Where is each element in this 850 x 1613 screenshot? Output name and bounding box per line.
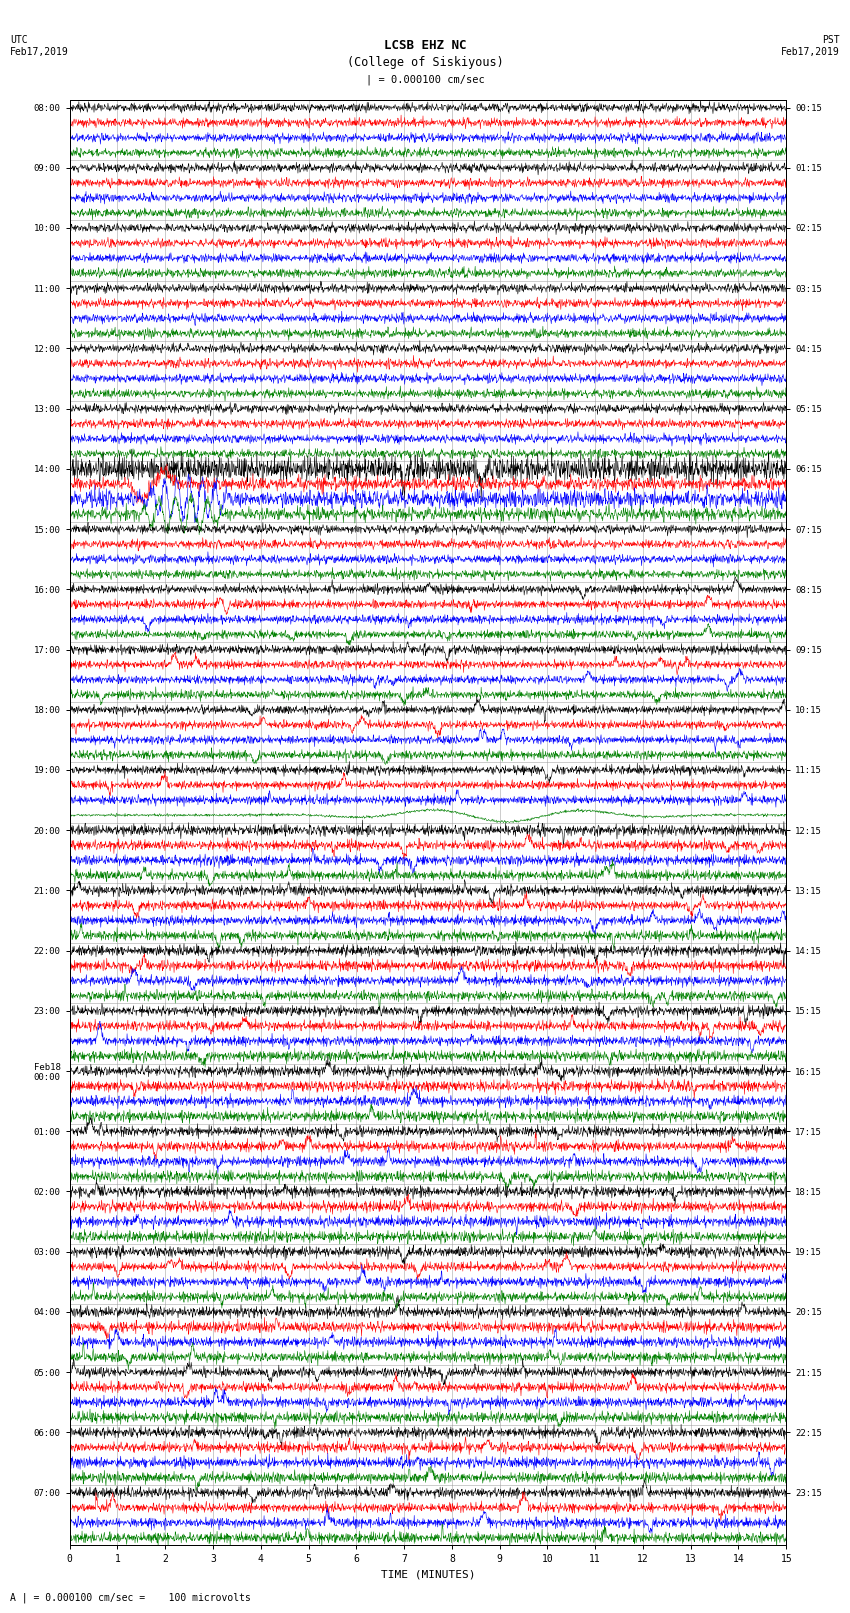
Text: | = 0.000100 cm/sec: | = 0.000100 cm/sec (366, 74, 484, 85)
X-axis label: TIME (MINUTES): TIME (MINUTES) (381, 1569, 475, 1579)
Text: UTC
Feb17,2019: UTC Feb17,2019 (10, 35, 69, 56)
Text: PST
Feb17,2019: PST Feb17,2019 (781, 35, 840, 56)
Text: LCSB EHZ NC: LCSB EHZ NC (383, 39, 467, 52)
Text: A | = 0.000100 cm/sec =    100 microvolts: A | = 0.000100 cm/sec = 100 microvolts (10, 1592, 251, 1603)
Text: (College of Siskiyous): (College of Siskiyous) (347, 56, 503, 69)
